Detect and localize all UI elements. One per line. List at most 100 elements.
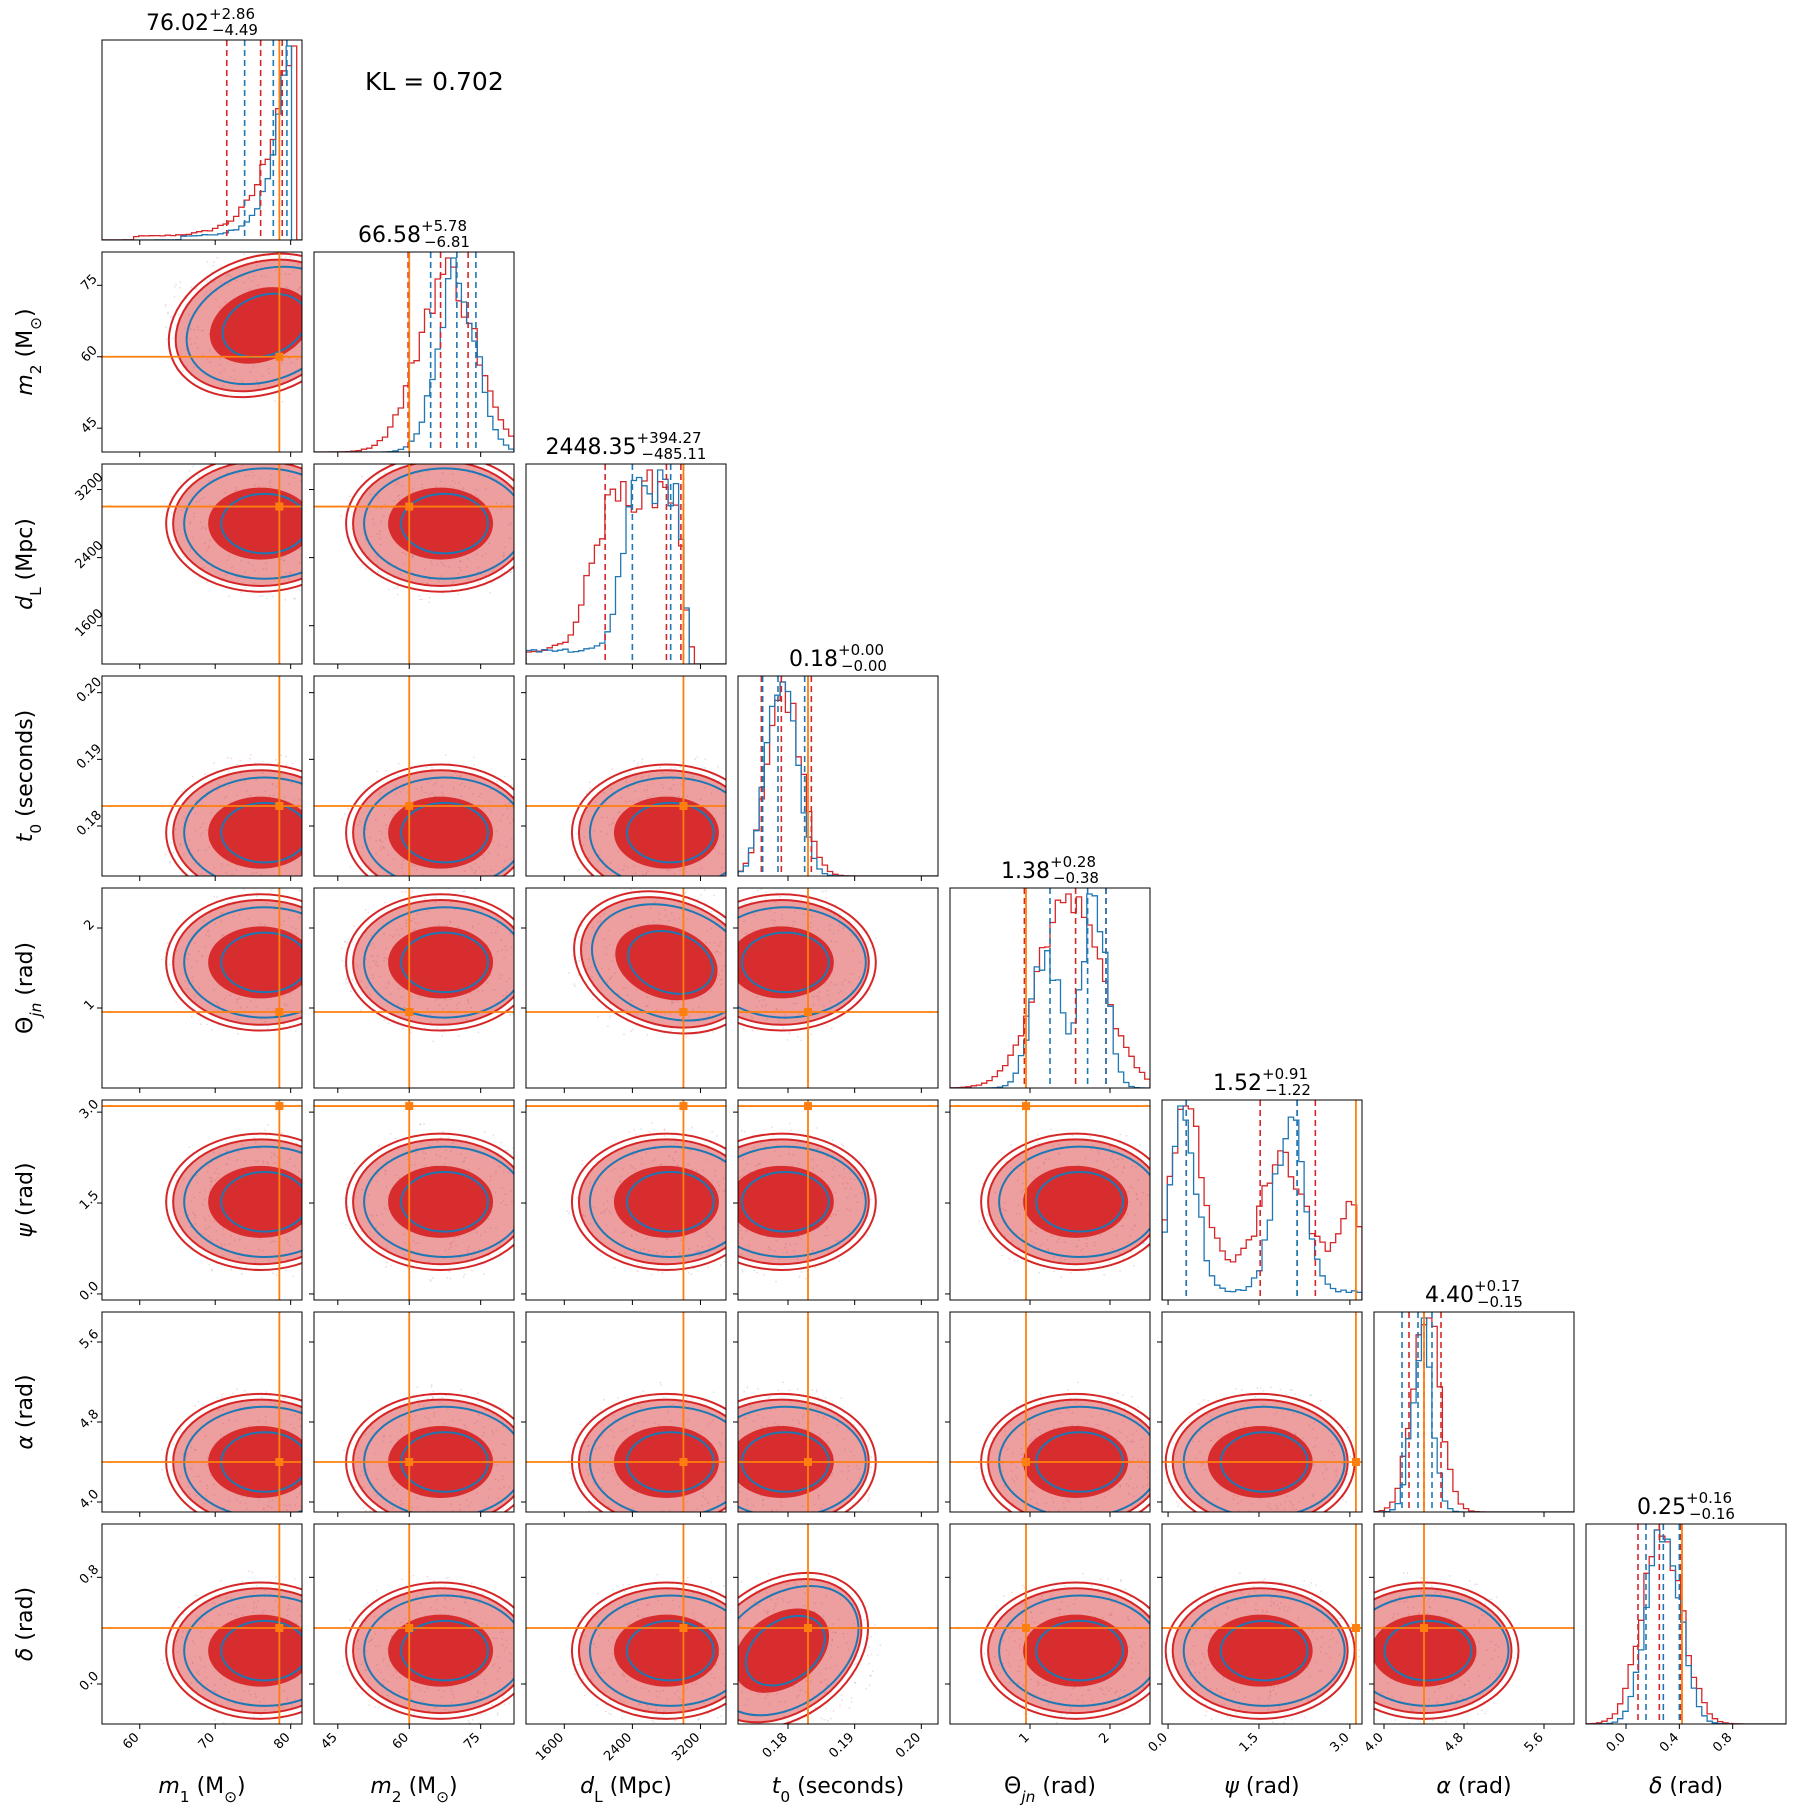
panel-m2-vs-alpha [309, 1311, 515, 1517]
sample-point [273, 1154, 276, 1157]
sample-point [190, 286, 192, 289]
sample-point [538, 974, 540, 976]
sample-point [1119, 1133, 1122, 1136]
sample-point [833, 1165, 836, 1168]
sample-point [1251, 1503, 1253, 1505]
panel-frame [525, 1311, 727, 1513]
sample-point [257, 1420, 260, 1423]
sample-point [1108, 1412, 1111, 1415]
sample-point [1119, 1270, 1121, 1273]
sample-point [248, 1425, 251, 1428]
sample-point [648, 1249, 651, 1252]
sample-point [644, 1238, 647, 1241]
sample-point [731, 1157, 733, 1159]
sample-point [456, 1003, 458, 1006]
sample-point [460, 775, 462, 777]
sample-point [696, 879, 698, 881]
sample-point [628, 1130, 631, 1133]
sample-point [443, 1422, 446, 1425]
sample-point [299, 1505, 302, 1507]
sample-point [810, 921, 812, 924]
sample-point [331, 325, 333, 327]
sample-point [306, 371, 308, 373]
sample-point [694, 758, 696, 761]
sample-point [643, 1247, 645, 1250]
sample-point [345, 977, 348, 980]
sample-point [1122, 1257, 1125, 1260]
sample-point [450, 901, 453, 904]
sample-point [265, 1134, 267, 1137]
sample-point [309, 1510, 311, 1512]
sample-point [692, 1008, 695, 1011]
sample-point [383, 956, 386, 959]
panel-frame [313, 887, 515, 1089]
sample-point [248, 474, 251, 477]
sample-point [293, 799, 296, 801]
sample-point [523, 542, 525, 544]
sample-point [320, 891, 322, 893]
sample-point [353, 944, 355, 946]
sample-point [310, 471, 312, 473]
sample-point [637, 923, 640, 926]
sample-point [230, 1526, 232, 1528]
sample-point [634, 872, 637, 875]
sample-point [674, 1151, 677, 1154]
sample-point [474, 890, 476, 892]
panel-m2-vs-psi [309, 1099, 515, 1305]
sample-point [762, 1498, 765, 1500]
sample-point [503, 546, 506, 548]
sample-point [816, 1147, 819, 1150]
sample-point [278, 454, 280, 456]
sample-point [228, 770, 231, 773]
sample-point [247, 918, 250, 920]
sample-point [268, 1259, 270, 1262]
sample-point [1050, 1235, 1053, 1238]
sample-point [322, 374, 324, 376]
sample-point [331, 803, 333, 805]
sample-point [319, 999, 321, 1001]
sample-point [330, 944, 332, 946]
sample-point [848, 980, 850, 983]
sample-point [393, 933, 396, 936]
sample-point [1096, 1149, 1099, 1152]
sample-point [714, 897, 716, 899]
sample-point [631, 924, 634, 927]
sample-point [1038, 1271, 1041, 1274]
sample-point [285, 256, 287, 259]
sample-point [1037, 1142, 1040, 1145]
sample-point [180, 509, 183, 512]
sample-point [847, 1465, 850, 1468]
sample-point [412, 1418, 415, 1421]
sample-point [238, 1257, 241, 1260]
sample-point [687, 1271, 690, 1274]
sample-point [723, 965, 726, 967]
sample-point [516, 549, 518, 551]
sample-point [487, 454, 489, 456]
y-tick-label: 45 [78, 415, 100, 437]
sample-point [826, 1155, 828, 1158]
sample-point [422, 1405, 425, 1408]
title-median: 1.52 [1213, 1071, 1262, 1096]
sample-point [757, 1387, 760, 1390]
sample-point [318, 823, 320, 825]
sample-point [233, 1239, 236, 1242]
sample-point [1074, 1532, 1076, 1534]
contour-line-reference [172, 769, 302, 876]
sample-point [991, 1437, 994, 1439]
sample-point [1020, 1165, 1023, 1168]
sample-point [462, 1276, 465, 1278]
sample-point [183, 556, 185, 558]
contour-line-reference [165, 1132, 302, 1271]
sample-point [1089, 1136, 1091, 1138]
sample-point [590, 966, 593, 968]
sample-point [637, 762, 639, 764]
sample-point [341, 1471, 343, 1473]
sample-point [730, 774, 732, 776]
sample-point [307, 928, 309, 930]
sample-point [1117, 1158, 1119, 1161]
sample-point [221, 866, 224, 868]
sample-point [489, 1227, 491, 1229]
sample-point [678, 917, 681, 920]
sample-point [732, 1015, 734, 1017]
sample-point [238, 997, 241, 999]
